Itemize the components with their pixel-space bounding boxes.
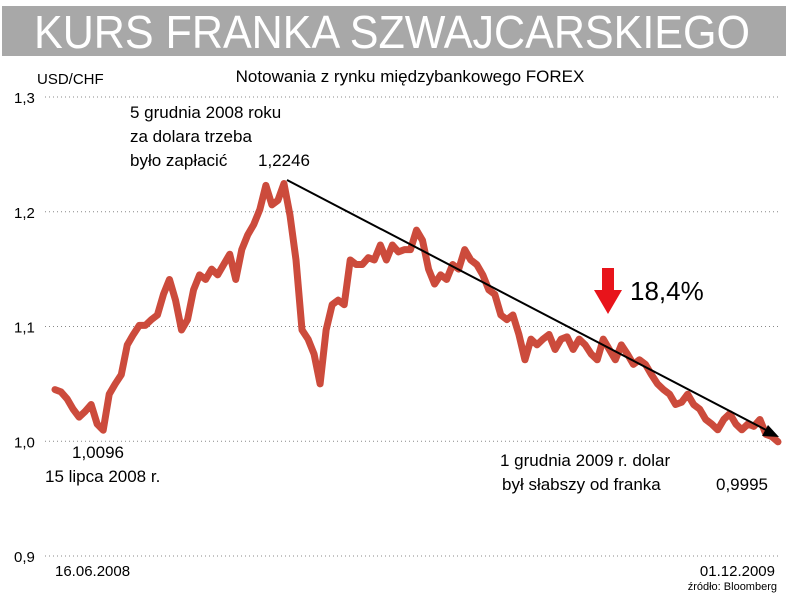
trend-line <box>286 179 769 432</box>
arrow-head <box>762 425 779 437</box>
annotation: 1,0096 <box>72 443 124 462</box>
y-tick-label: 1,1 <box>14 320 35 337</box>
down-arrow-icon <box>594 268 622 314</box>
source: źródło: Bloomberg <box>688 581 777 593</box>
annotation: 0,9995 <box>716 475 768 494</box>
chart-title: KURS FRANKA SZWAJCARSKIEGO <box>34 6 750 58</box>
x-tick-label: 16.06.2008 <box>55 563 130 580</box>
annotation: był słabszy od franka <box>502 475 661 494</box>
annotation: za dolara trzeba <box>130 127 252 146</box>
title-banner <box>2 6 786 56</box>
plot: 1,3 1,2 1,1 1,0 0,9 16.06.2008 01.12.2009 <box>14 90 782 580</box>
y-tick-label: 0,9 <box>14 549 35 566</box>
subtitle: Notowania z rynku międzybankowego FOREX <box>236 67 585 86</box>
annotations: 5 grudnia 2008 roku za dolara trzeba był… <box>45 103 768 494</box>
y-tick-label: 1,2 <box>14 205 35 222</box>
trend-arrow <box>286 179 779 437</box>
y-axis-label: USD/CHF <box>37 71 104 88</box>
y-tick-label: 1,0 <box>14 434 35 451</box>
annotation: 5 grudnia 2008 roku <box>130 103 281 122</box>
annotation: było zapłacić <box>130 151 228 170</box>
price-line <box>51 180 782 446</box>
annotation: 18,4% <box>630 276 704 306</box>
annotation: 15 lipca 2008 r. <box>45 467 160 486</box>
y-tick-label: 1,3 <box>14 90 35 107</box>
annotation: 1,2246 <box>258 151 310 170</box>
x-tick-label: 01.12.2009 <box>700 563 775 580</box>
annotation: 1 grudnia 2009 r. dolar <box>500 451 670 470</box>
